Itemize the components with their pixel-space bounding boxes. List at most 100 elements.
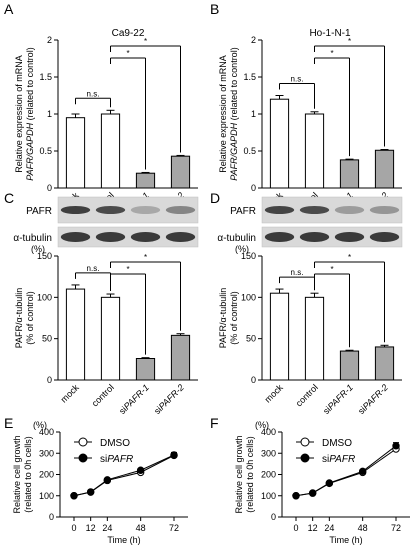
category-label: siPAFR-1 (321, 382, 355, 416)
category-label: siPAFR-2 (356, 382, 390, 416)
significance-label: n.s. (291, 268, 304, 277)
y-tick-label: 1 (47, 109, 52, 119)
data-point (392, 442, 400, 450)
panel-E: E 0 100 200 300 400(%) 0 12 24 48 72 Time (h) Relati… (4, 415, 188, 545)
data-point (103, 476, 112, 484)
y-unit: (%) (31, 244, 45, 254)
y-tick-label: 0 (251, 375, 256, 385)
legend-label: siPAFR (100, 454, 133, 465)
x-tick-label: 48 (358, 523, 368, 533)
x-tick-label: 48 (136, 523, 146, 533)
blot-band (60, 232, 91, 242)
panel-B: B Ho-1-N-1 0 0.5 1 1.5 2 Relative expression of… (210, 1, 402, 224)
bar-mock (65, 288, 86, 381)
x-tick-label: 12 (308, 523, 318, 533)
blot-band (264, 232, 295, 242)
significance-label: * (144, 253, 147, 262)
y-axis-label: (related to 0h cells) (23, 436, 33, 513)
blot-band (369, 206, 400, 214)
significance-label: n.s. (291, 75, 304, 84)
y-tick-label: 100 (261, 491, 276, 501)
legend-marker (78, 453, 88, 463)
y-tick-label: 150 (37, 251, 52, 261)
panel-letter: C (4, 190, 14, 206)
y-tick-label: 1.5 (243, 72, 256, 82)
significance-label: * (348, 253, 351, 262)
y-axis-label: PAFR/α-tubulin (14, 288, 24, 349)
y-axis-label: (related to 0h cells) (245, 436, 255, 513)
category-label: mock (59, 382, 82, 405)
y-axis-label: (% of control) (25, 291, 35, 345)
y-axis-label: PAFR/GAPDH (related to control) (229, 47, 239, 180)
blot-band (130, 206, 161, 214)
data-point (70, 492, 78, 500)
y-tick-label: 400 (39, 427, 54, 437)
data-point (136, 466, 145, 474)
bar-control (100, 296, 121, 381)
blot-band (299, 206, 330, 214)
x-axis-label: Time (h) (107, 535, 140, 545)
y-tick-label: 0 (49, 512, 54, 522)
data-point (86, 488, 95, 496)
blot-band (60, 206, 91, 214)
blot-band (165, 206, 196, 214)
chart-title: Ho-1-N-1 (309, 28, 351, 39)
legend-marker (300, 453, 310, 463)
y-axis-label: PAFR/GAPDH (related to control) (25, 47, 35, 180)
data-point (325, 479, 334, 487)
y-tick-label: 0 (251, 183, 256, 193)
y-axis-label: (% of control) (229, 291, 239, 345)
y-tick-label: 50 (246, 334, 256, 344)
blot-label: α-tubulin (217, 233, 256, 244)
blot-band (369, 232, 400, 242)
y-tick-label: 0.5 (39, 146, 52, 156)
blot-band (299, 232, 330, 242)
bar-siPAFR-1 (339, 159, 360, 189)
y-tick-label: 100 (37, 292, 52, 302)
panel-letter: F (210, 415, 219, 431)
legend-label: DMSO (100, 438, 130, 449)
data-point (308, 489, 317, 497)
bar-siPAFR-2 (170, 155, 191, 189)
category-label: mock (263, 382, 286, 405)
significance-label: * (348, 37, 351, 46)
panel-letter: E (4, 415, 13, 431)
y-tick-label: 200 (39, 470, 54, 480)
category-label: siPAFR-1 (117, 382, 151, 416)
y-tick-label: 200 (261, 470, 276, 480)
y-tick-label: 1.5 (39, 72, 52, 82)
y-axis-label: PAFR/α-tubulin (218, 288, 228, 349)
significance-label: * (144, 37, 147, 46)
y-axis-label: Relative cell growth (12, 435, 22, 513)
y-tick-label: 50 (42, 334, 52, 344)
x-tick-label: 0 (71, 523, 76, 533)
y-axis-label: Relative expression of mRNA (14, 55, 24, 173)
y-tick-label: 1 (251, 109, 256, 119)
category-label: siPAFR-2 (152, 382, 186, 416)
x-tick-label: 72 (169, 523, 179, 533)
x-tick-label: 72 (391, 523, 401, 533)
panel-letter: B (210, 1, 219, 17)
bar-siPAFR-2 (170, 334, 191, 381)
significance-label: n.s. (87, 89, 100, 98)
x-axis-label: Time (h) (329, 535, 362, 545)
data-point (292, 492, 300, 500)
x-tick-label: 24 (324, 523, 334, 533)
y-tick-label: 2 (47, 35, 52, 45)
blot-band (165, 232, 196, 242)
y-unit: (%) (235, 244, 249, 254)
panel-C: C 0 50 100 150(%) PAFR/α-tubulin (% of control… (4, 190, 199, 416)
panel-F: F 0 100 200 300 400(%) 0 12 24 48 72 Time (h) Relati… (210, 415, 410, 545)
bar-control (304, 113, 325, 189)
chart-title: Ca9-22 (112, 28, 145, 39)
data-point (358, 467, 367, 476)
blot-label: α-tubulin (13, 233, 52, 244)
bar-siPAFR-2 (374, 149, 395, 189)
y-tick-label: 400 (261, 427, 276, 437)
significance-label: * (126, 49, 129, 58)
bar-siPAFR-2 (374, 346, 395, 381)
y-tick-label: 2 (251, 35, 256, 45)
blot-band (264, 206, 295, 214)
y-unit: (%) (33, 420, 47, 430)
